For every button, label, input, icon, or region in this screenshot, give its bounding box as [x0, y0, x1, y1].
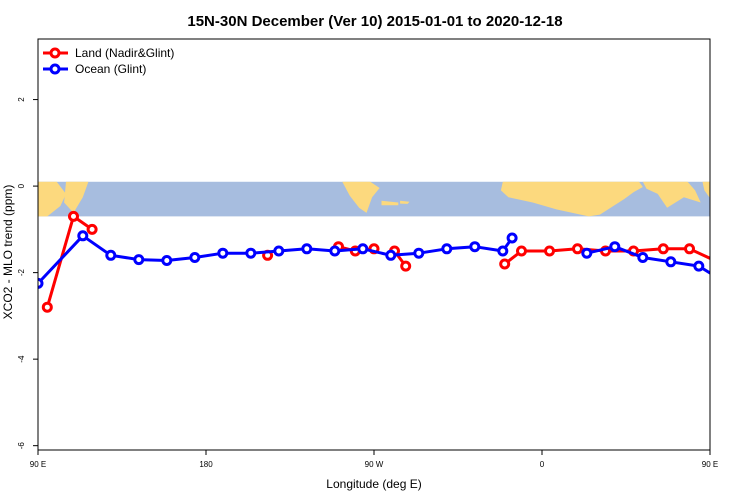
y-tick-label: -2 [17, 269, 26, 277]
legend-marker-land [49, 47, 61, 59]
chart-title: 15N-30N December (Ver 10) 2015-01-01 to … [187, 13, 562, 30]
series-line-land [45, 214, 93, 308]
data-point-ocean [189, 252, 201, 263]
data-point-ocean [693, 260, 705, 272]
data-point-ocean [329, 245, 341, 257]
data-point-ocean [301, 243, 313, 255]
data-point-ocean [609, 241, 621, 253]
series-line-land [503, 247, 710, 266]
data-point-land [41, 301, 53, 313]
data-point-ocean [506, 232, 518, 244]
data-point-ocean [133, 254, 145, 266]
land-region [38, 181, 66, 217]
map-band [38, 181, 745, 217]
data-point-land [516, 245, 527, 257]
map-band-land [38, 181, 745, 217]
data-point-ocean [161, 255, 173, 266]
data-point-ocean [77, 230, 89, 242]
legend-item-land: Land (Nadir&Glint) [43, 46, 174, 60]
x-tick-label: 0 [540, 460, 545, 469]
x-axis-label: Longitude (deg E) [326, 477, 421, 491]
data-point-ocean [385, 249, 397, 261]
series-line-ocean [586, 245, 710, 275]
y-axis-label: XCO2 - MLO trend (ppm) [1, 185, 15, 320]
data-point-ocean [441, 243, 453, 255]
data-point-ocean [105, 249, 117, 261]
data-point-land [684, 243, 695, 255]
legend-marker-ocean [49, 63, 61, 75]
data-point-land [714, 258, 722, 266]
land-region [642, 181, 701, 208]
data-point-ocean [581, 247, 593, 259]
legend-item-ocean: Ocean (Glint) [43, 62, 146, 76]
land-region [736, 215, 745, 216]
data-point-ocean [637, 252, 649, 263]
data-point-land [544, 245, 555, 257]
legend: Land (Nadir&Glint) Ocean (Glint) [43, 46, 174, 76]
land-region [381, 200, 399, 206]
legend-label-land: Land (Nadir&Glint) [75, 46, 174, 60]
data-point-land [657, 243, 669, 255]
data-point-land [68, 210, 79, 222]
data-point-land [736, 303, 744, 311]
x-tick-label: 180 [199, 460, 213, 469]
data-point-ocean [38, 277, 44, 289]
data-point-land [572, 243, 583, 255]
land-region [500, 181, 643, 217]
data-point-ocean [413, 247, 425, 259]
data-point-ocean [497, 245, 509, 257]
x-tick-label: 90 E [30, 460, 46, 469]
data-point-ocean [357, 243, 369, 255]
data-point-ocean [273, 245, 285, 257]
data-point-ocean [723, 279, 731, 287]
data-point-land [400, 260, 412, 272]
y-tick-label: -6 [17, 442, 26, 450]
data-point-ocean [469, 241, 481, 253]
data-point-ocean [245, 247, 257, 259]
data-point-ocean [217, 247, 229, 259]
series-group [38, 210, 744, 313]
land-region [400, 200, 410, 204]
legend-label-ocean: Ocean (Glint) [75, 62, 146, 76]
y-tick-label: 2 [17, 97, 26, 102]
y-axis: 2 0 -2 -4 -6 [17, 39, 39, 450]
land-region [342, 181, 380, 213]
y-tick-label: 0 [17, 183, 26, 188]
data-point-land [499, 258, 511, 270]
x-tick-label: 90 W [365, 460, 384, 469]
data-point-land [86, 223, 98, 235]
data-point-ocean [665, 256, 677, 268]
land-region [64, 181, 89, 213]
x-tick-label: 90 E [702, 460, 718, 469]
y-tick-label: -4 [17, 355, 26, 363]
land-region [702, 181, 710, 199]
